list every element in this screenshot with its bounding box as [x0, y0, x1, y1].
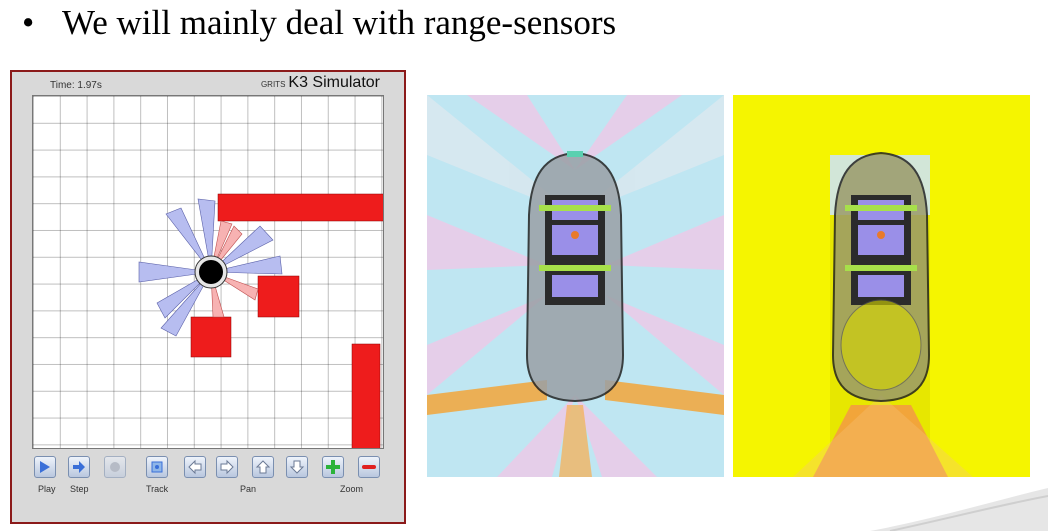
pan-right-icon: [220, 459, 234, 475]
record-button[interactable]: [104, 456, 126, 478]
simulator-title: GRITS K3 Simulator: [261, 74, 380, 92]
pan-up-button[interactable]: [252, 456, 274, 478]
play-label: Play: [38, 484, 56, 494]
sensor-cone-n: [197, 198, 216, 273]
sensor-cone-w: [138, 261, 212, 283]
track-button[interactable]: [146, 456, 168, 478]
sensor-cone-ne: [210, 225, 274, 273]
zoom-in-button[interactable]: [322, 456, 344, 478]
pan-left-button[interactable]: [184, 456, 206, 478]
robot-body: [199, 260, 223, 284]
sim-time-readout: Time: 1.97s: [50, 80, 102, 91]
slide-bullet: • We will mainly deal with range-sensors: [22, 0, 616, 46]
simulator-header: Time: 1.97s GRITS K3 Simulator: [12, 72, 404, 94]
play-icon: [40, 461, 50, 473]
pan-left-icon: [188, 459, 202, 475]
car-sensor-diagram-blue: [427, 95, 724, 477]
sensor-cone-e: [210, 255, 283, 275]
ground-orange-stripe: [427, 380, 547, 415]
step-icon: [73, 461, 85, 473]
brand-label: GRITS: [260, 80, 286, 89]
obstacle-top-wall: [217, 193, 383, 222]
simulation-arena[interactable]: [32, 95, 384, 449]
arena-drawing: [138, 193, 383, 448]
play-button[interactable]: [34, 456, 56, 478]
obstacle-block-bottom: [190, 316, 232, 358]
pan-up-icon: [255, 460, 271, 474]
zoom-in-icon: [326, 460, 340, 474]
bullet-text: We will mainly deal with range-sensors: [62, 3, 617, 42]
sensor-cone-sw2: [160, 271, 212, 337]
pan-right-button[interactable]: [216, 456, 238, 478]
pan-down-icon: [289, 460, 305, 474]
rear-sensor-cone-orange: [813, 405, 948, 477]
pan-label: Pan: [240, 484, 257, 494]
obstacle-block-right: [257, 275, 300, 318]
zoom-out-icon: [362, 465, 376, 469]
sensor-cones-clear: [138, 198, 283, 337]
car-sensor-diagram-yellow: [733, 95, 1030, 477]
bullet-symbol: •: [22, 3, 35, 42]
obstacle-right-wall: [351, 343, 381, 448]
step-label: Step: [70, 484, 89, 494]
zoom-label: Zoom: [340, 484, 364, 494]
step-button[interactable]: [68, 456, 90, 478]
track-label: Track: [146, 484, 169, 494]
pan-down-button[interactable]: [286, 456, 308, 478]
zoom-out-button[interactable]: [358, 456, 380, 478]
car-sensor-coverage-image-yellow: [733, 95, 1030, 477]
car-sensor-coverage-image-blue: [427, 95, 724, 477]
title-label: K3 Simulator: [288, 74, 380, 91]
track-icon: [151, 461, 163, 473]
sensor-cone-nw1: [165, 207, 212, 273]
k3-simulator-window: Time: 1.97s GRITS K3 Simulator: [10, 70, 406, 524]
simulator-toolbar: Play Step Track Pan Zoom: [32, 454, 384, 514]
sensor-beams-pink: [427, 95, 724, 477]
record-icon: [110, 462, 120, 472]
slide-decoration-swoosh: [870, 488, 1048, 531]
sensor-cone-sw1: [156, 271, 212, 319]
